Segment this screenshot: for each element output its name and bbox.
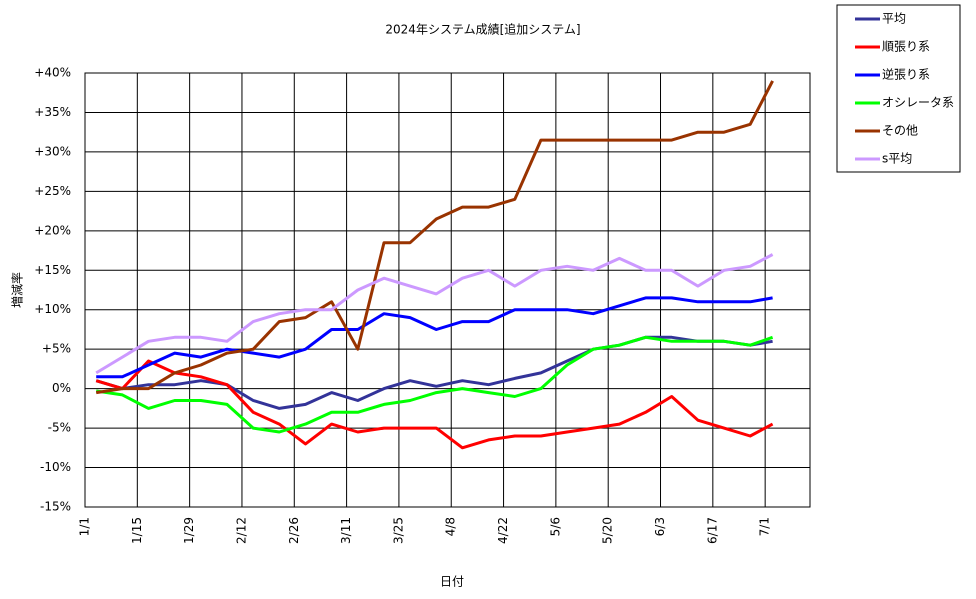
series-line <box>95 80 774 395</box>
series-line <box>95 335 773 410</box>
x-tick-label: 3/25 <box>391 517 405 544</box>
y-tick-label: +20% <box>34 223 71 237</box>
plot-area <box>84 72 811 508</box>
x-tick-label: 4/22 <box>496 517 510 544</box>
legend-label: 逆張り系 <box>882 67 930 82</box>
y-tick-label: +15% <box>34 263 71 277</box>
x-tick-label: 5/20 <box>601 517 615 544</box>
series-line <box>96 296 773 379</box>
x-tick-label: 4/8 <box>444 517 458 536</box>
x-tick-label: 2/12 <box>234 517 248 544</box>
legend-label: その他 <box>882 124 918 138</box>
x-axis-label: 日付 <box>440 575 464 589</box>
legend-label: 平均 <box>882 12 906 26</box>
x-tick-label: 6/3 <box>653 517 667 536</box>
y-tick-label: 0% <box>52 381 71 395</box>
y-tick-label: +10% <box>34 302 71 316</box>
y-tick-label: -15% <box>40 500 71 514</box>
series-line <box>95 335 774 434</box>
legend-label: s平均 <box>882 152 912 166</box>
y-tick-label: +30% <box>34 144 71 158</box>
legend-box <box>836 4 961 173</box>
y-tick-label: +25% <box>34 184 71 198</box>
x-tick-label: 3/11 <box>339 517 353 544</box>
x-tick-label: 1/29 <box>182 517 196 544</box>
y-tick-label: -5% <box>48 421 71 435</box>
x-tick-label: 6/17 <box>705 517 719 544</box>
x-tick-label: 1/1 <box>78 517 92 536</box>
series-line <box>95 359 774 450</box>
x-tick-label: 5/6 <box>548 517 562 536</box>
x-tick-label: 7/1 <box>758 517 772 536</box>
series-line <box>95 253 774 375</box>
x-tick-label: 2/26 <box>287 517 301 544</box>
y-tick-label: +35% <box>34 105 71 119</box>
chart-title: 2024年システム成績[追加システム] <box>385 22 580 37</box>
y-tick-label: +5% <box>42 342 71 356</box>
legend-label: オシレータ系 <box>882 96 954 110</box>
y-tick-label: -10% <box>40 460 71 474</box>
legend-label: 順張り系 <box>882 40 930 54</box>
y-tick-label: +40% <box>34 66 71 80</box>
x-tick-label: 1/15 <box>130 517 144 544</box>
y-axis-label: 増減率 <box>10 272 25 308</box>
